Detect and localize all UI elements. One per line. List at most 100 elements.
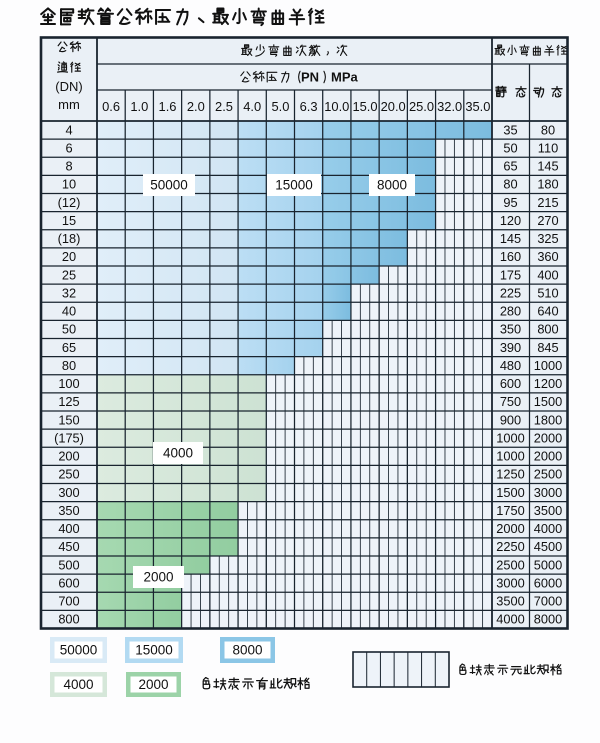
svg-text:510: 510 <box>537 286 558 301</box>
svg-text:145: 145 <box>500 231 521 246</box>
svg-text:(175): (175) <box>54 431 84 446</box>
svg-text:65: 65 <box>503 159 517 174</box>
svg-text:4000: 4000 <box>534 521 562 536</box>
svg-text:325: 325 <box>537 231 558 246</box>
svg-text:225: 225 <box>500 286 521 301</box>
svg-text:50000: 50000 <box>60 643 98 658</box>
svg-text:900: 900 <box>500 412 521 427</box>
svg-text:50: 50 <box>62 322 76 337</box>
svg-text:120: 120 <box>500 213 521 228</box>
svg-text:80: 80 <box>62 358 76 373</box>
svg-text:2.0: 2.0 <box>187 99 205 114</box>
svg-text:80: 80 <box>503 177 517 192</box>
svg-text:1000: 1000 <box>496 431 524 446</box>
svg-text:15000: 15000 <box>135 643 173 658</box>
svg-text:450: 450 <box>58 539 79 554</box>
svg-text:400: 400 <box>58 521 79 536</box>
svg-text:160: 160 <box>500 249 521 264</box>
svg-text:800: 800 <box>58 612 79 627</box>
svg-text:700: 700 <box>58 594 79 609</box>
svg-text:1.0: 1.0 <box>130 99 148 114</box>
svg-text:15000: 15000 <box>275 178 313 193</box>
svg-text:40: 40 <box>62 304 76 319</box>
svg-text:480: 480 <box>500 358 521 373</box>
svg-text:15.0: 15.0 <box>352 99 377 114</box>
svg-text:4000: 4000 <box>163 446 193 461</box>
svg-text:110: 110 <box>538 141 558 156</box>
svg-text:7000: 7000 <box>534 594 562 609</box>
svg-text:270: 270 <box>537 213 558 228</box>
svg-text:8: 8 <box>65 159 72 174</box>
svg-text:1500: 1500 <box>534 394 562 409</box>
svg-text:1.6: 1.6 <box>159 99 177 114</box>
svg-text:15: 15 <box>62 213 76 228</box>
svg-text:175: 175 <box>500 267 521 282</box>
svg-text:5000: 5000 <box>534 557 562 572</box>
svg-text:2000: 2000 <box>534 431 562 446</box>
svg-text:1800: 1800 <box>534 412 562 427</box>
svg-text:100: 100 <box>58 376 79 391</box>
svg-text:300: 300 <box>58 485 79 500</box>
svg-text:mm: mm <box>58 97 80 112</box>
svg-text:25.0: 25.0 <box>409 99 434 114</box>
svg-text:360: 360 <box>537 249 558 264</box>
svg-text:35: 35 <box>503 122 517 137</box>
svg-text:1200: 1200 <box>534 376 562 391</box>
svg-text:215: 215 <box>537 195 558 210</box>
svg-text:6000: 6000 <box>534 576 562 591</box>
svg-text:8000: 8000 <box>232 643 262 658</box>
svg-text:95: 95 <box>503 195 517 210</box>
svg-text:1250: 1250 <box>496 467 524 482</box>
svg-text:2000: 2000 <box>143 570 173 585</box>
svg-text:750: 750 <box>500 394 521 409</box>
svg-text:25: 25 <box>62 267 76 282</box>
svg-text:3000: 3000 <box>534 485 562 500</box>
svg-text:6.3: 6.3 <box>300 99 318 114</box>
svg-text:(18): (18) <box>58 231 81 246</box>
svg-text:600: 600 <box>500 376 521 391</box>
svg-text:(12): (12) <box>58 195 81 210</box>
svg-text:MPa: MPa <box>331 70 359 85</box>
svg-text:1750: 1750 <box>496 503 524 518</box>
svg-text:250: 250 <box>58 467 79 482</box>
svg-text:PN: PN <box>301 70 319 85</box>
svg-text:2000: 2000 <box>534 449 562 464</box>
svg-text:0.6: 0.6 <box>102 99 120 114</box>
svg-text:4.0: 4.0 <box>243 99 261 114</box>
svg-text:390: 390 <box>500 340 521 355</box>
svg-text:640: 640 <box>537 304 558 319</box>
svg-text:600: 600 <box>58 576 79 591</box>
svg-text:20: 20 <box>62 249 76 264</box>
svg-text:180: 180 <box>537 177 558 192</box>
svg-text:3000: 3000 <box>496 576 524 591</box>
svg-text:150: 150 <box>58 412 79 427</box>
svg-text:6: 6 <box>65 141 72 156</box>
svg-text:2000: 2000 <box>496 521 524 536</box>
svg-text:2500: 2500 <box>534 467 562 482</box>
svg-text:4500: 4500 <box>534 539 562 554</box>
svg-text:35.0: 35.0 <box>465 99 490 114</box>
svg-text:3500: 3500 <box>496 594 524 609</box>
svg-text:8000: 8000 <box>534 612 562 627</box>
svg-text:1500: 1500 <box>496 485 524 500</box>
svg-text:350: 350 <box>58 503 79 518</box>
svg-text:2000: 2000 <box>138 677 168 692</box>
svg-text:50000: 50000 <box>150 178 188 193</box>
svg-text:(DN): (DN) <box>55 79 82 94</box>
svg-text:4: 4 <box>65 122 72 137</box>
svg-text:2250: 2250 <box>496 539 524 554</box>
svg-text:200: 200 <box>58 449 79 464</box>
svg-text:350: 350 <box>500 322 521 337</box>
svg-text:125: 125 <box>58 394 79 409</box>
svg-text:2.5: 2.5 <box>215 99 233 114</box>
svg-text:280: 280 <box>500 304 521 319</box>
svg-text:3500: 3500 <box>534 503 562 518</box>
svg-text:1000: 1000 <box>534 358 562 373</box>
svg-text:80: 80 <box>541 122 555 137</box>
svg-text:50: 50 <box>503 141 517 156</box>
svg-text:400: 400 <box>537 267 558 282</box>
svg-text:32.0: 32.0 <box>437 99 462 114</box>
svg-text:4000: 4000 <box>496 612 524 627</box>
svg-text:8000: 8000 <box>377 178 407 193</box>
svg-text:1000: 1000 <box>496 449 524 464</box>
